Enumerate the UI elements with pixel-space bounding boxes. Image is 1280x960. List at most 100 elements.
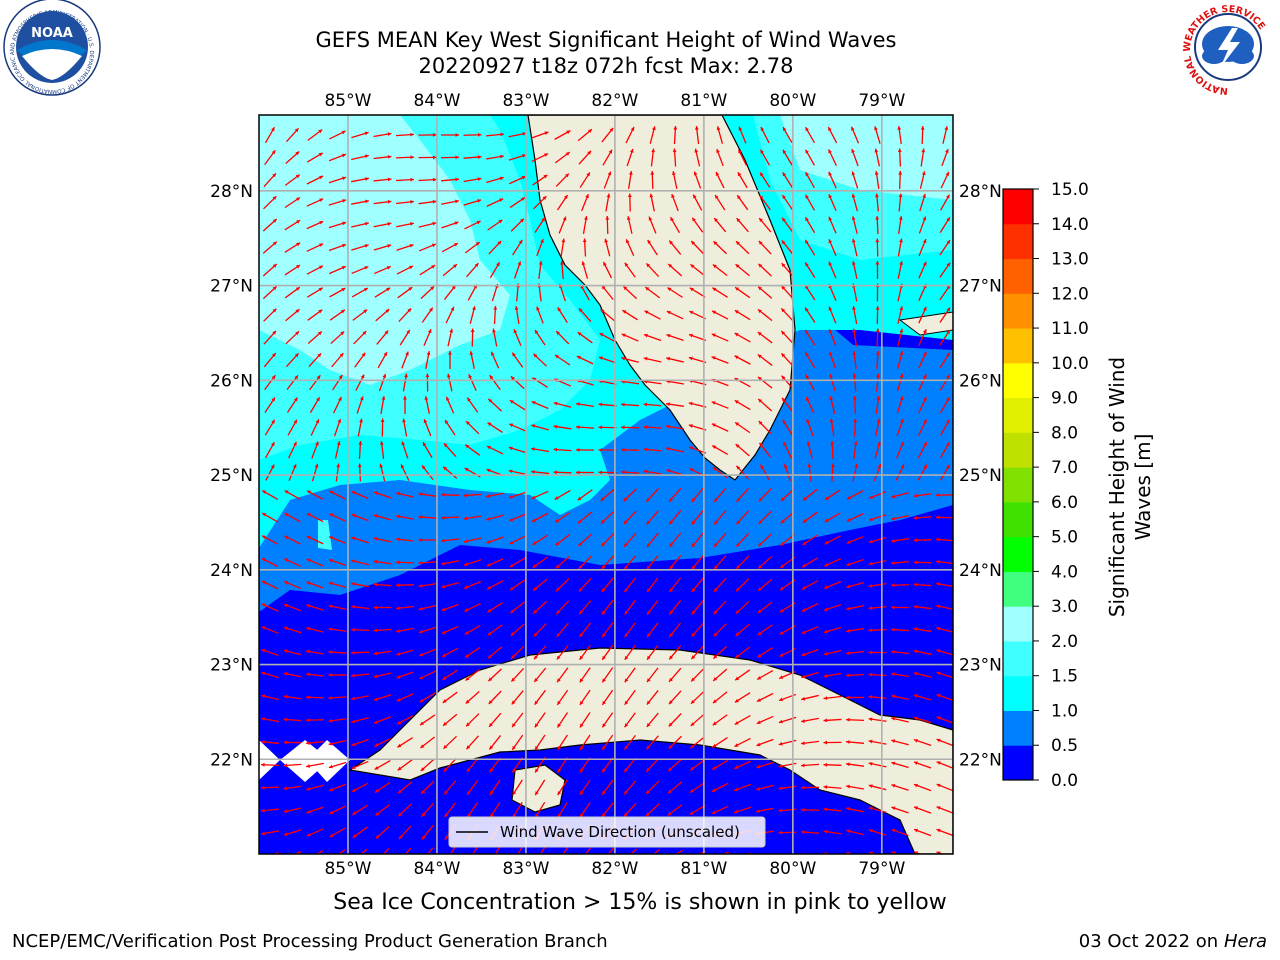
wave-arrow (689, 804, 706, 816)
lat-tick-label-right: 25°N (959, 466, 1002, 486)
wave-arrow (625, 126, 635, 144)
wave-arrow (356, 396, 364, 414)
wave-arrow (759, 194, 771, 211)
wave-arrow (579, 667, 591, 683)
wave-arrow (328, 558, 347, 566)
wave-arrow (940, 194, 950, 211)
wave-arrow (715, 171, 725, 189)
wave-arrow (261, 512, 279, 523)
wave-arrow (284, 242, 301, 253)
wave-arrow (824, 535, 841, 545)
wave-arrow (306, 535, 324, 545)
wave-arrow (627, 171, 633, 189)
wave-arrow (446, 373, 453, 392)
wave-arrow (511, 712, 524, 728)
wave-arrow (463, 199, 482, 206)
wave-arrow (374, 287, 391, 298)
wave-arrow (418, 155, 437, 160)
wave-arrow (510, 218, 525, 232)
wave-arrow (783, 463, 791, 482)
wave-arrow (624, 689, 636, 706)
lat-tick-label-right: 23°N (959, 656, 1002, 676)
wave-arrow (576, 402, 594, 408)
lat-tick-label-left: 27°N (210, 277, 253, 297)
wave-arrow (711, 333, 729, 342)
wave-arrow (712, 668, 728, 682)
wave-arrow (283, 672, 302, 678)
wave-arrow (306, 243, 324, 252)
wave-arrow (486, 536, 504, 544)
wave-arrow (575, 447, 595, 452)
wave-arrow (533, 667, 547, 683)
wave-arrow (828, 216, 837, 234)
wave-arrow (601, 600, 614, 615)
wave-arrow (691, 622, 704, 638)
wave-arrow (306, 287, 324, 298)
wave-arrow (306, 626, 324, 633)
wave-arrow (805, 374, 815, 391)
wave-arrow (735, 465, 750, 480)
wave-arrow (328, 673, 347, 677)
wave-arrow (397, 286, 413, 299)
wave-arrow (489, 757, 501, 773)
wave-arrow (306, 265, 324, 275)
lon-tick-label-bottom: 79°W (858, 859, 905, 879)
wave-arrow (443, 442, 457, 458)
wave-arrow (395, 155, 415, 160)
wave-arrow (487, 219, 503, 231)
wave-arrow (913, 783, 932, 792)
wave-arrow (690, 690, 705, 705)
wave-arrow (756, 692, 774, 703)
wave-arrow (758, 442, 772, 458)
wave-arrow (734, 332, 751, 343)
wave-arrow (441, 582, 459, 589)
wave-arrow (418, 492, 437, 497)
wave-arrow (939, 396, 951, 414)
wave-arrow (918, 238, 927, 257)
wave-arrow (577, 128, 593, 142)
wave-arrow (554, 354, 571, 366)
wave-arrow (285, 308, 300, 322)
wave-arrow (601, 712, 614, 728)
wave-arrow (577, 511, 593, 524)
wave-arrow (422, 441, 433, 459)
wave-arrow (306, 604, 324, 611)
wave-arrow (534, 689, 546, 706)
wave-arrow (577, 533, 593, 547)
wave-arrow (801, 717, 819, 723)
wave-arrow (845, 695, 865, 700)
wave-arrow (373, 650, 392, 656)
wave-arrow (913, 604, 932, 610)
wave-arrow (691, 532, 704, 548)
colorbar-tick-label: 14.0 (1051, 215, 1089, 235)
chart-subtitle: 20220927 t18z 072h fcst Max: 2.78 (418, 54, 794, 78)
wave-arrow (443, 758, 457, 772)
wave-arrow (918, 216, 927, 234)
wave-arrow (440, 177, 460, 182)
wave-arrow (868, 514, 887, 522)
wave-arrow (711, 423, 729, 432)
wave-arrow (286, 374, 299, 391)
wave-arrow (425, 373, 430, 392)
wave-arrow (556, 689, 569, 706)
wave-arrow (418, 515, 437, 520)
nws-logo: NATIONAL WEATHER SERVICE (1180, 0, 1276, 96)
wave-arrow (890, 583, 910, 588)
wave-arrow (802, 511, 818, 524)
wave-arrow (757, 398, 773, 412)
wave-arrow (399, 329, 411, 346)
wave-arrow (891, 761, 909, 769)
wave-arrow (488, 712, 502, 728)
colorbar-tick-label: 3.0 (1051, 597, 1078, 617)
wave-arrow (464, 444, 481, 456)
wave-arrow (395, 537, 415, 542)
wave-arrow (466, 397, 479, 413)
wave-arrow (913, 582, 932, 587)
wave-arrow (463, 177, 482, 183)
wave-arrow (668, 713, 682, 727)
wave-arrow (261, 557, 279, 568)
wave-arrow (643, 425, 662, 430)
wave-arrow (623, 510, 637, 525)
wave-arrow (487, 624, 503, 636)
wave-arrow (489, 374, 501, 391)
